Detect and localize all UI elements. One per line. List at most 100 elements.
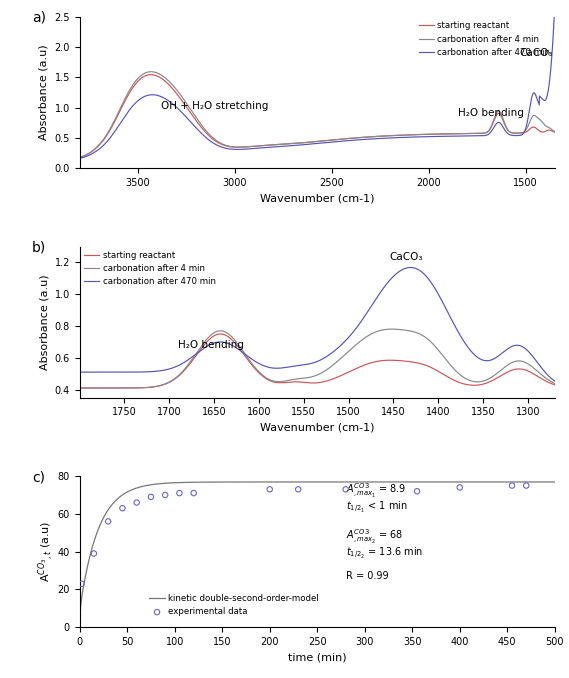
starting reactant (551, 128, 558, 136)
experimental data (265, 484, 274, 495)
kinetic double-second-order-model (295, 478, 302, 486)
starting reactant (217, 330, 224, 338)
carbonation after 4 min (451, 365, 457, 373)
carbonation after 4 min (258, 142, 265, 150)
Y-axis label: Absorbance (a.u): Absorbance (a.u) (39, 45, 49, 140)
experimental data (341, 484, 351, 495)
carbonation after 470 min (258, 144, 265, 152)
experimental data (413, 486, 422, 497)
kinetic double-second-order-model (551, 478, 558, 486)
carbonation after 470 min (451, 320, 457, 328)
starting reactant (307, 379, 314, 387)
Text: $A^{CO3}_{,max_1}$ = 8.9: $A^{CO3}_{,max_1}$ = 8.9 (346, 482, 406, 500)
experimental data (146, 492, 155, 502)
experimental data (522, 480, 531, 491)
carbonation after 470 min (551, 0, 558, 8)
carbonation after 470 min (407, 264, 414, 272)
Text: H₂O bending: H₂O bending (178, 340, 244, 350)
Text: b): b) (32, 241, 47, 254)
experimental data (508, 480, 517, 491)
Text: $t_{1/2_2}$ = 13.6 min: $t_{1/2_2}$ = 13.6 min (346, 546, 423, 561)
carbonation after 470 min (279, 142, 286, 151)
Line: starting reactant: starting reactant (80, 75, 555, 157)
X-axis label: time (min): time (min) (288, 652, 347, 662)
carbonation after 470 min (130, 100, 137, 108)
Text: CaCO₃: CaCO₃ (520, 48, 554, 58)
starting reactant (491, 115, 498, 123)
carbonation after 4 min (491, 114, 498, 122)
starting reactant (538, 374, 545, 382)
Text: OH + H₂O stretching: OH + H₂O stretching (161, 100, 269, 111)
carbonation after 4 min (76, 384, 83, 392)
starting reactant (76, 384, 83, 392)
carbonation after 470 min (551, 377, 558, 385)
carbonation after 4 min (542, 122, 549, 130)
experimental data (160, 490, 170, 500)
carbonation after 470 min (491, 123, 498, 131)
carbonation after 470 min (159, 93, 166, 101)
Line: kinetic double-second-order-model: kinetic double-second-order-model (80, 482, 555, 627)
carbonation after 4 min (538, 370, 545, 378)
carbonation after 470 min (76, 154, 83, 162)
carbonation after 4 min (159, 71, 166, 79)
Y-axis label: Absorbance (a.u): Absorbance (a.u) (39, 274, 49, 370)
starting reactant (279, 140, 286, 148)
carbonation after 4 min (76, 153, 83, 161)
kinetic double-second-order-model (101, 513, 108, 521)
Text: $A^{CO3}_{,max_2}$ = 68: $A^{CO3}_{,max_2}$ = 68 (346, 527, 403, 546)
X-axis label: Wavenumber (cm-1): Wavenumber (cm-1) (260, 193, 374, 203)
carbonation after 470 min (101, 368, 108, 376)
starting reactant (295, 378, 302, 386)
starting reactant (101, 384, 108, 392)
starting reactant (538, 374, 545, 382)
starting reactant (551, 381, 558, 389)
kinetic double-second-order-model (307, 478, 314, 486)
starting reactant (258, 142, 265, 150)
carbonation after 470 min (542, 96, 549, 104)
experimental data (294, 484, 303, 495)
Line: carbonation after 4 min: carbonation after 4 min (80, 329, 555, 388)
starting reactant (451, 376, 457, 384)
experimental data (175, 487, 184, 498)
carbonation after 4 min (279, 140, 286, 148)
carbonation after 4 min (551, 380, 558, 388)
carbonation after 4 min (538, 370, 545, 378)
carbonation after 470 min (295, 361, 302, 370)
carbonation after 4 min (551, 128, 558, 136)
Text: c): c) (32, 470, 45, 484)
carbonation after 470 min (307, 359, 314, 367)
kinetic double-second-order-model (538, 478, 545, 486)
carbonation after 470 min (76, 368, 83, 376)
starting reactant (159, 75, 166, 83)
Line: starting reactant: starting reactant (80, 334, 555, 388)
Legend: kinetic double-second-order-model, experimental data: kinetic double-second-order-model, exper… (146, 591, 323, 620)
experimental data (189, 487, 198, 498)
Legend: starting reactant, carbonation after 4 min, carbonation after 470 min: starting reactant, carbonation after 4 m… (419, 21, 550, 57)
Line: carbonation after 4 min: carbonation after 4 min (80, 72, 555, 157)
starting reactant (542, 127, 549, 135)
experimental data (77, 578, 86, 589)
Text: a): a) (32, 11, 46, 25)
Text: CaCO₃: CaCO₃ (389, 252, 422, 262)
Text: R = 0.99: R = 0.99 (346, 572, 389, 581)
carbonation after 4 min (295, 375, 302, 383)
carbonation after 4 min (388, 325, 395, 333)
experimental data (455, 482, 464, 493)
carbonation after 470 min (538, 363, 545, 372)
carbonation after 4 min (148, 68, 155, 76)
kinetic double-second-order-model (537, 478, 544, 486)
carbonation after 4 min (307, 373, 314, 381)
starting reactant (76, 153, 83, 161)
starting reactant (147, 71, 154, 79)
Text: $t_{1/2_1}$ < 1 min: $t_{1/2_1}$ < 1 min (346, 500, 407, 515)
Legend: starting reactant, carbonation after 4 min, carbonation after 470 min: starting reactant, carbonation after 4 m… (84, 251, 216, 286)
Line: carbonation after 470 min: carbonation after 470 min (80, 4, 555, 158)
carbonation after 4 min (130, 79, 137, 87)
carbonation after 4 min (101, 384, 108, 392)
starting reactant (130, 82, 137, 90)
X-axis label: Wavenumber (cm-1): Wavenumber (cm-1) (260, 423, 374, 433)
carbonation after 470 min (538, 363, 545, 372)
experimental data (118, 503, 127, 514)
kinetic double-second-order-model (76, 623, 83, 631)
experimental data (104, 516, 113, 527)
